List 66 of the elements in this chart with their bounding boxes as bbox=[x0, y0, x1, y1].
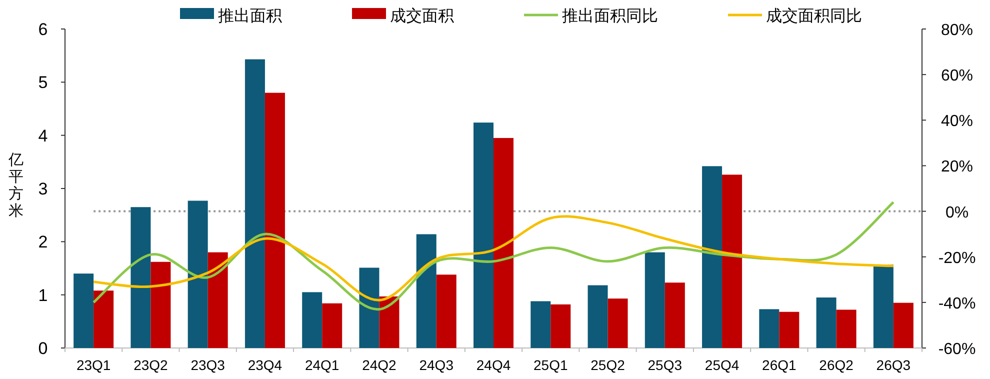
x-tick-label: 24Q1 bbox=[304, 357, 340, 373]
bar bbox=[264, 92, 285, 348]
bar bbox=[436, 274, 456, 348]
legend-label: 成交面积 bbox=[390, 7, 454, 25]
bar bbox=[208, 252, 228, 348]
y-tick-label: 0 bbox=[38, 339, 48, 358]
x-tick-label: 23Q3 bbox=[190, 357, 226, 373]
x-tick-label: 24Q4 bbox=[476, 357, 511, 373]
x-tick-label: 24Q2 bbox=[362, 357, 397, 373]
bar bbox=[474, 122, 494, 348]
bar bbox=[722, 174, 742, 348]
bar bbox=[588, 285, 608, 348]
bar bbox=[644, 252, 665, 348]
bar bbox=[530, 301, 551, 348]
x-tick-label: 24Q3 bbox=[419, 357, 454, 373]
line-series bbox=[92, 200, 895, 311]
y2-tick-label: -60% bbox=[938, 341, 976, 358]
bar bbox=[244, 59, 265, 348]
x-tick-label: 26Q1 bbox=[762, 357, 797, 373]
x-tick-label: 25Q3 bbox=[648, 357, 682, 373]
bar bbox=[94, 290, 114, 348]
bar bbox=[702, 166, 722, 348]
bar bbox=[74, 274, 94, 348]
x-tick-label: 25Q4 bbox=[704, 357, 740, 373]
y-tick-label: 6 bbox=[38, 20, 48, 39]
y2-tick-label: 60% bbox=[940, 68, 974, 85]
bar bbox=[359, 268, 380, 348]
bar bbox=[608, 298, 628, 348]
bar bbox=[494, 138, 514, 348]
bar bbox=[379, 296, 400, 348]
y-tick-label: 3 bbox=[38, 180, 48, 198]
y-axis-title: 亿平方米 bbox=[8, 152, 24, 220]
legend-label: 推出面积 bbox=[218, 7, 282, 25]
y2-tick-label: 0% bbox=[945, 204, 969, 222]
y2-tick-label: 40% bbox=[940, 113, 974, 130]
legend-label: 成交面积同比 bbox=[766, 7, 862, 25]
legend-label: 推出面积同比 bbox=[562, 7, 658, 25]
bar bbox=[816, 297, 836, 348]
y-tick-label: 2 bbox=[38, 232, 48, 252]
y2-tick-label: -40% bbox=[938, 295, 976, 312]
bar bbox=[150, 262, 171, 348]
x-tick-label: 25Q1 bbox=[534, 357, 568, 373]
y2-tick-label: -20% bbox=[938, 250, 976, 267]
y2-tick-label: 80% bbox=[940, 22, 974, 39]
x-tick-label: 23Q1 bbox=[76, 357, 111, 373]
bar bbox=[873, 264, 894, 348]
bar bbox=[416, 234, 436, 348]
bar bbox=[302, 292, 322, 348]
bar bbox=[893, 302, 914, 348]
bar bbox=[322, 303, 342, 348]
bar bbox=[130, 207, 151, 348]
x-tick-label: 26Q2 bbox=[819, 357, 854, 373]
y2-tick-label: 20% bbox=[940, 158, 974, 176]
x-tick-label: 25Q2 bbox=[590, 357, 626, 373]
bar bbox=[836, 310, 856, 348]
x-tick-label: 26Q3 bbox=[876, 357, 911, 373]
bar bbox=[664, 282, 685, 348]
bar bbox=[779, 312, 800, 348]
x-tick-label: 23Q4 bbox=[248, 357, 282, 373]
y-tick-label: 5 bbox=[38, 73, 48, 92]
x-tick-label: 23Q2 bbox=[134, 357, 168, 373]
y-tick-label: 4 bbox=[38, 126, 48, 146]
bar bbox=[550, 304, 571, 348]
bar bbox=[759, 309, 780, 348]
bar bbox=[188, 200, 208, 348]
y-tick-label: 1 bbox=[38, 286, 48, 305]
